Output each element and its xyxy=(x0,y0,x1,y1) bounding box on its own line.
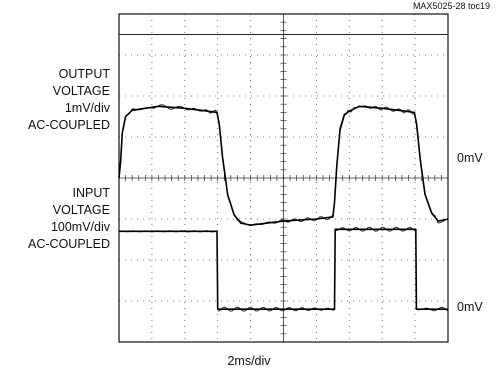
output-channel-label: OUTPUT VOLTAGE 1mV/div AC-COUPLED xyxy=(28,66,110,134)
output-label-line-1: OUTPUT xyxy=(58,67,110,81)
input-ref-label: 0mV xyxy=(457,300,483,314)
input-channel-label: INPUT VOLTAGE 100mV/div AC-COUPLED xyxy=(28,185,110,253)
trace-noise-output xyxy=(118,104,449,227)
figure-id: MAX5025-28 toc19 xyxy=(412,1,490,11)
output-label-line-3: 1mV/div xyxy=(64,101,110,115)
input-label-line-4: AC-COUPLED xyxy=(28,237,110,251)
output-label-line-4: AC-COUPLED xyxy=(28,118,110,132)
output-label-line-2: VOLTAGE xyxy=(52,84,110,98)
input-label-line-1: INPUT xyxy=(72,186,111,200)
trace-noise-input xyxy=(118,226,449,312)
output-ref-label: 0mV xyxy=(457,151,483,165)
trace-input xyxy=(119,228,448,310)
input-label-line-3: 100mV/div xyxy=(50,220,110,234)
timebase-label: 2ms/div xyxy=(227,354,271,368)
input-label-line-2: VOLTAGE xyxy=(52,203,110,217)
